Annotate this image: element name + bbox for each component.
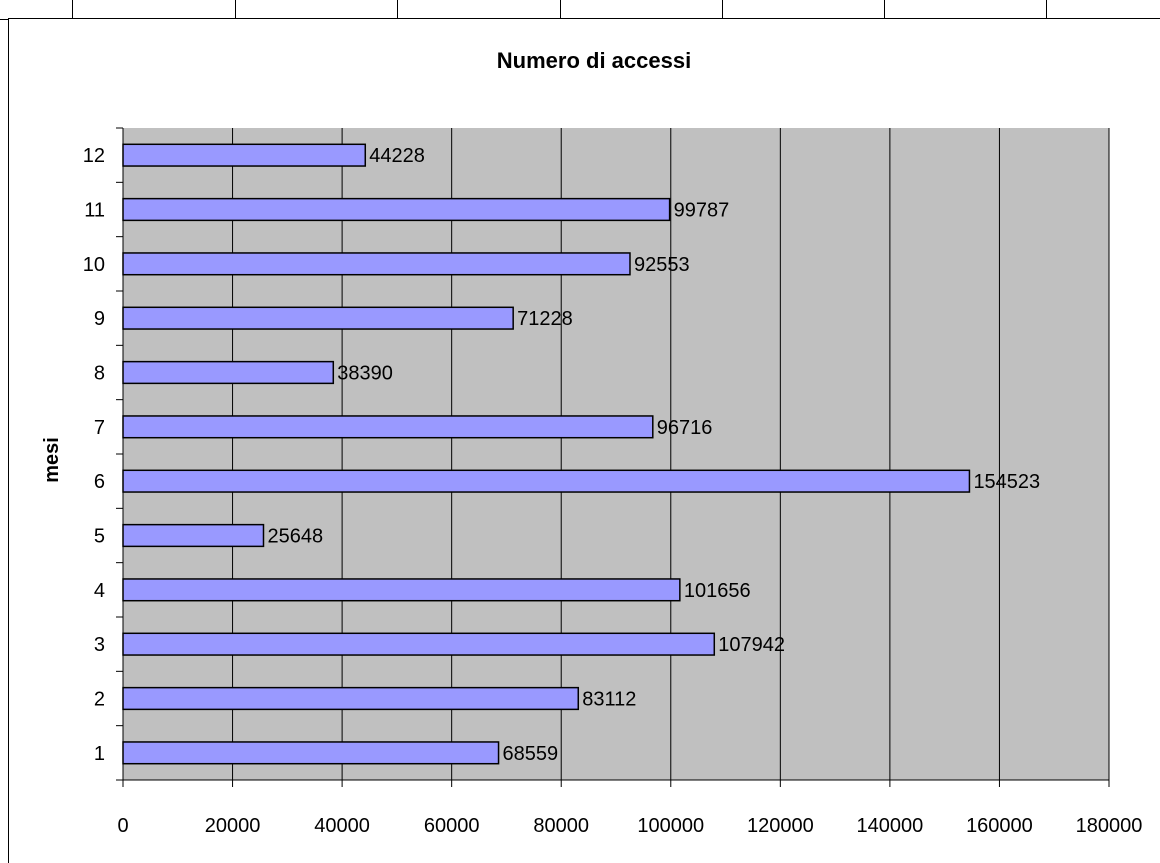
bar bbox=[122, 632, 716, 656]
bar bbox=[122, 415, 654, 439]
data-label: 107942 bbox=[718, 634, 785, 656]
y-axis-title: mesi bbox=[41, 437, 63, 483]
chart-title: Numero di accessi bbox=[497, 48, 691, 73]
data-label: 44228 bbox=[369, 145, 425, 167]
y-tick-label: 11 bbox=[84, 200, 105, 222]
y-tick-label: 2 bbox=[94, 689, 105, 711]
y-tick-label: 12 bbox=[83, 145, 105, 167]
x-tick-label: 120000 bbox=[747, 815, 814, 837]
x-tick-label: 100000 bbox=[637, 815, 704, 837]
x-tick-label: 180000 bbox=[1076, 815, 1143, 837]
x-tick-label: 60000 bbox=[424, 815, 480, 837]
bar bbox=[122, 360, 335, 385]
data-label: 68559 bbox=[503, 743, 559, 765]
x-tick-label: 160000 bbox=[966, 815, 1033, 837]
data-label: 96716 bbox=[657, 417, 713, 439]
bar bbox=[122, 306, 514, 330]
y-tick-label: 6 bbox=[94, 471, 105, 493]
bar bbox=[122, 143, 367, 167]
x-tick-label: 0 bbox=[117, 815, 128, 837]
y-tick-label: 7 bbox=[94, 417, 105, 439]
data-label: 83112 bbox=[582, 689, 636, 711]
bar bbox=[122, 197, 671, 222]
x-tick-label: 140000 bbox=[857, 815, 924, 837]
x-tick-label: 20000 bbox=[205, 815, 261, 837]
y-tick-label: 4 bbox=[94, 580, 105, 602]
y-tick-label: 10 bbox=[83, 254, 105, 276]
data-label: 38390 bbox=[337, 363, 393, 385]
data-label: 92553 bbox=[634, 254, 690, 276]
data-label: 154523 bbox=[973, 471, 1040, 493]
bar bbox=[122, 252, 631, 276]
data-label: 101656 bbox=[684, 580, 751, 602]
data-label: 71228 bbox=[517, 308, 573, 330]
y-tick-label: 8 bbox=[94, 363, 105, 385]
bar bbox=[122, 741, 500, 765]
y-tick-label: 1 bbox=[94, 743, 105, 765]
bar bbox=[122, 578, 681, 602]
bar bbox=[122, 686, 580, 711]
y-tick-label: 3 bbox=[94, 634, 105, 656]
y-tick-label: 9 bbox=[94, 308, 105, 330]
plot-background bbox=[123, 128, 1109, 780]
data-label: 25648 bbox=[267, 526, 323, 548]
grid-strip-bg bbox=[0, 0, 1160, 20]
bar bbox=[122, 523, 265, 548]
x-tick-label: 80000 bbox=[533, 815, 589, 837]
y-tick-label: 5 bbox=[94, 526, 105, 548]
data-label: 99787 bbox=[674, 200, 730, 222]
bar bbox=[122, 469, 971, 493]
x-tick-label: 40000 bbox=[314, 815, 370, 837]
